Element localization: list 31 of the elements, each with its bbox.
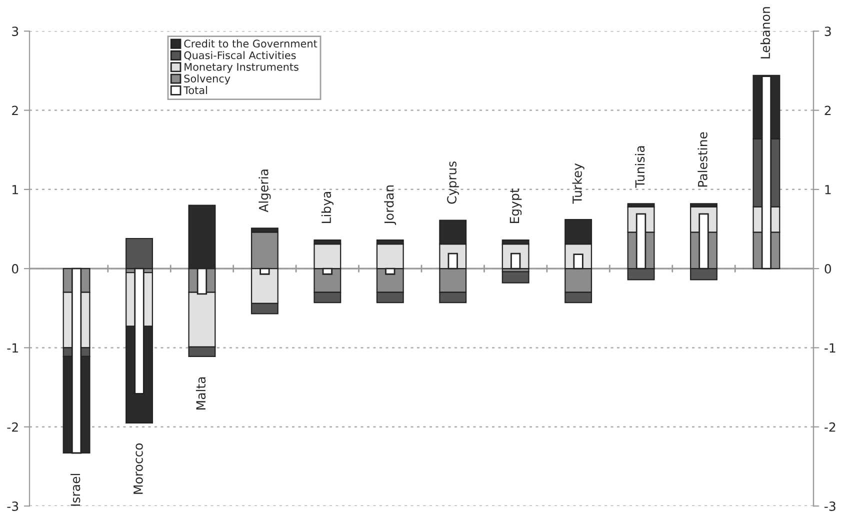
x-tick-label: Egypt [510, 188, 522, 224]
y-tick-label: 2 [12, 106, 18, 116]
legend-label: Quasi-Fiscal Activities [184, 51, 296, 60]
y2-tick-label: -2 [824, 422, 836, 432]
y2-tick-label: 0 [824, 264, 832, 274]
y2-tick-label: 1 [825, 185, 831, 194]
x-tick-label: Palestine [698, 132, 708, 187]
x-tick-label: Cyprus [447, 161, 459, 204]
x-tick-label: Lebanon [760, 7, 770, 58]
x-tick-label: Turkey [572, 163, 584, 204]
y2-tick-label: 3 [824, 26, 831, 36]
y-tick-label: -1 [7, 343, 18, 352]
x-tick-label: Libya [321, 192, 334, 224]
y-tick-label: -2 [7, 422, 18, 432]
legend-label: Solvency [184, 74, 230, 84]
legend-label: Credit to the Government [184, 39, 318, 48]
y-tick-label: 3 [12, 26, 18, 36]
y2-tick-label: -1 [824, 343, 836, 352]
y2-tick-label: -3 [824, 501, 836, 511]
y-tick-label: 0 [12, 264, 18, 274]
x-tick-label: Tunisia [634, 146, 645, 188]
y-tick-label: -3 [7, 501, 18, 511]
y2-tick-label: 2 [824, 106, 831, 116]
x-tick-label: Algeria [258, 170, 271, 212]
x-tick-label: Malta [196, 377, 206, 410]
x-tick-label: Jordan [384, 186, 396, 225]
text: Total [184, 86, 207, 94]
legend-label: Monetary Instruments [184, 63, 298, 73]
x-tick-label: Israel [70, 474, 80, 506]
x-tick-label: Morocco [134, 443, 143, 494]
y-tick-label: 1 [12, 185, 18, 194]
